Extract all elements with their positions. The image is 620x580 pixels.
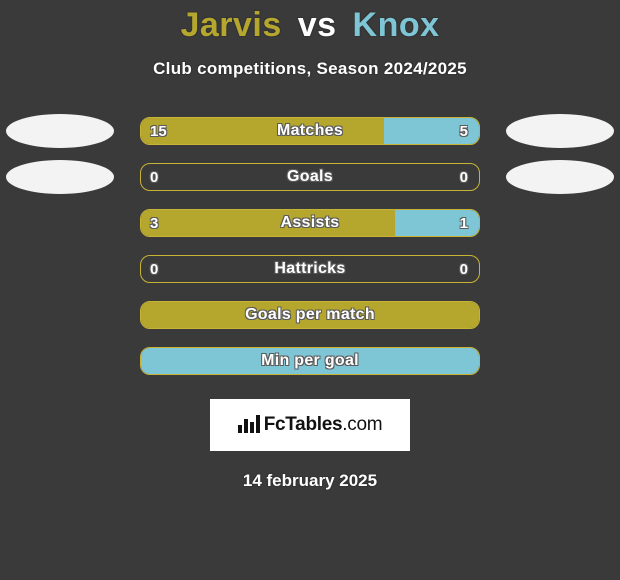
player1-avatar (6, 160, 114, 194)
stat-bar: Hattricks (140, 255, 480, 283)
stat-label: Goals (141, 164, 479, 190)
player2-avatar (506, 114, 614, 148)
stat-value-right: 1 (460, 209, 468, 237)
fctables-logo[interactable]: FcTables.com (210, 399, 410, 451)
logo-text: FcTables.com (264, 414, 383, 436)
stat-row: Matches15 5 (0, 117, 620, 163)
bar-chart-icon (238, 413, 260, 439)
stat-row: Goals per match (0, 301, 620, 347)
stat-value-left: 3 (150, 209, 158, 237)
stat-label: Matches (141, 118, 479, 144)
stat-value-left: 15 (150, 117, 167, 145)
footer-date: 14 february 2025 (0, 471, 620, 491)
player1-name: Jarvis (180, 6, 281, 44)
stat-value-right: 0 (460, 163, 468, 191)
stat-bar: Goals (140, 163, 480, 191)
player2-avatar (506, 160, 614, 194)
comparison-card: Jarvis vs Knox Club competitions, Season… (0, 0, 620, 491)
stat-row: Min per goal (0, 347, 620, 393)
player2-name: Knox (353, 6, 440, 44)
vs-text: vs (298, 6, 337, 44)
stat-bar: Matches (140, 117, 480, 145)
stat-value-right: 5 (460, 117, 468, 145)
stat-bar: Assists (140, 209, 480, 237)
stat-bar: Min per goal (140, 347, 480, 375)
stat-value-left: 0 (150, 163, 158, 191)
stat-value-left: 0 (150, 255, 158, 283)
stat-label: Goals per match (141, 302, 479, 328)
stat-label: Hattricks (141, 256, 479, 282)
stats-area: Matches155Goals00Assists31Hattricks00Goa… (0, 117, 620, 393)
subtitle: Club competitions, Season 2024/2025 (0, 59, 620, 79)
stat-value-right: 0 (460, 255, 468, 283)
stat-bar: Goals per match (140, 301, 480, 329)
title: Jarvis vs Knox (0, 6, 620, 45)
player1-avatar (6, 114, 114, 148)
stat-label: Assists (141, 210, 479, 236)
stat-row: Goals0 0 (0, 163, 620, 209)
stat-row: Hattricks0 0 (0, 255, 620, 301)
stat-row: Assists3 1 (0, 209, 620, 255)
stat-label: Min per goal (141, 348, 479, 374)
